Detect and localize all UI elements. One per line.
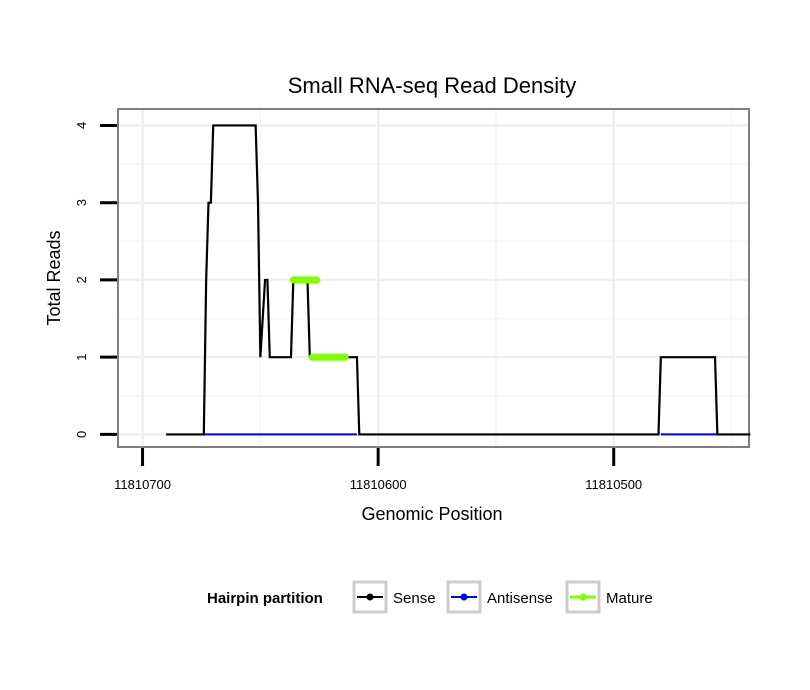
y-tick-label: 1 bbox=[74, 354, 89, 361]
x-tick-label: 11810700 bbox=[114, 477, 171, 492]
legend-label-antisense: Antisense bbox=[487, 590, 553, 607]
y-tick-label: 0 bbox=[74, 431, 89, 438]
y-tick-label: 4 bbox=[74, 122, 89, 129]
grid-major bbox=[119, 110, 748, 446]
x-axis: 11810700 11810600 11810500 bbox=[114, 448, 642, 492]
x-tick-label: 11810500 bbox=[585, 477, 642, 492]
legend-dot-mature bbox=[579, 593, 587, 601]
y-tick-label: 3 bbox=[74, 199, 89, 206]
legend: Hairpin partition Sense Antisense Mature bbox=[207, 580, 653, 614]
x-axis-title: Genomic Position bbox=[361, 504, 502, 524]
series-layer bbox=[166, 124, 751, 436]
legend-label-mature: Mature bbox=[606, 590, 653, 607]
chart-title: Small RNA-seq Read Density bbox=[288, 73, 577, 98]
legend-item-mature: Mature bbox=[565, 580, 653, 614]
legend-dot-antisense bbox=[460, 593, 468, 601]
grid-minor bbox=[119, 110, 748, 446]
x-tick-label: 11810600 bbox=[350, 477, 407, 492]
plot-panel bbox=[117, 108, 751, 448]
y-axis-title: Total Reads bbox=[44, 230, 64, 325]
legend-title: Hairpin partition bbox=[207, 590, 323, 607]
series-sense-line bbox=[166, 124, 751, 436]
legend-label-sense: Sense bbox=[393, 590, 436, 607]
y-axis: 0 1 2 3 4 bbox=[74, 122, 117, 438]
legend-item-antisense: Antisense bbox=[446, 580, 553, 614]
y-tick-label: 2 bbox=[74, 276, 89, 283]
legend-item-sense: Sense bbox=[352, 580, 436, 614]
plot-border bbox=[117, 108, 750, 448]
legend-dot-sense bbox=[366, 593, 374, 601]
